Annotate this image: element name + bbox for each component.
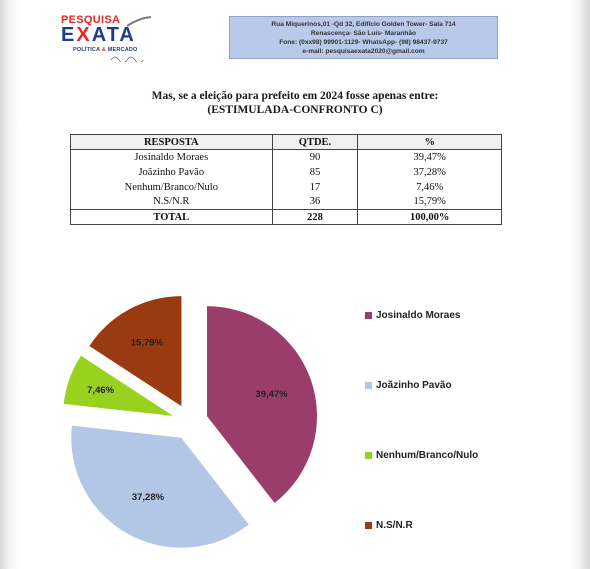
row-answer: N.S/N.R [70,194,273,210]
legend-label: N.S/N.R [376,520,413,531]
table-row: Josinaldo Moraes 90 39,47% [70,149,502,165]
pie-data-label-1: 37,28% [132,492,165,503]
row-count: 85 [271,164,359,180]
legend-item: Joãzinho Pavão [365,380,452,391]
row-percent: 39,47% [357,149,502,165]
row-percent: 7,46% [357,179,502,195]
logo-pesquisa-text: PESQUISA [61,14,121,26]
legend-label: Nenhum/Branco/Nulo [376,450,479,461]
logo-exata-x: X [76,24,92,46]
legend-item: Nenhum/Branco/Nulo [365,450,478,461]
row-count: 17 [271,179,359,195]
row-count: 36 [271,194,359,210]
pie-chart: 39,47% 37,28% 7,46% 15,79% [63,296,318,548]
question-title: Mas, se a eleição para prefeito em 2024 … [151,90,439,102]
pie-slice-2 [63,355,174,416]
table-row: Nenhum/Branco/Nulo 17 7,46% [70,179,502,195]
legend-item: N.S/N.R [365,520,413,531]
legend-swatch [365,312,372,319]
header-percent: % [357,134,502,150]
legend-swatch [365,452,372,459]
pesquisa-exata-logo: PESQUISA EXATA POLÍTICA & MERCADO [55,14,165,62]
legend-swatch [365,522,372,529]
contact-city: Renascença- São Luís- Maranhão [310,30,417,37]
total-percent: 100,00% [357,209,502,225]
row-percent: 37,28% [357,164,502,180]
pie-slice-0 [207,306,318,503]
pie-data-label-3: 15,79% [131,337,164,348]
table-total-row: TOTAL 228 100,00% [70,209,502,225]
logo-sub-left: POLÍTICA [73,47,101,53]
row-count: 90 [271,149,359,165]
logo-sub-right: MERCADO [107,47,138,53]
row-percent: 15,79% [357,194,502,210]
legend-item: Josinaldo Moraes [365,310,460,321]
contact-address: Rua Miquerinos,01 -Qd 32, Edifício Golde… [271,21,456,28]
total-label: TOTAL [70,209,273,225]
legend-label: Joãzinho Pavão [376,380,452,391]
logo-swoosh-icon [126,16,152,27]
table-row: N.S/N.R 36 15,79% [70,194,502,210]
logo-exata-text: EXATA [61,24,136,47]
table-row: Joãzinho Pavão 85 37,28% [70,164,502,180]
contact-info-box: Rua Miquerinos,01 -Qd 32, Edifício Golde… [229,16,498,59]
logo-exata-e: E [61,24,77,46]
results-table: RESPOSTA QTDE. % Josinaldo Moraes 90 39,… [70,134,502,225]
table-header-row: RESPOSTA QTDE. % [70,134,502,150]
row-answer: Nenhum/Branco/Nulo [70,179,273,195]
pie-data-label-2: 7,46% [87,385,114,396]
pie-slice-3 [89,296,182,407]
question-subtitle: (ESTIMULADA-CONFRONTO C) [207,104,383,116]
logo-sub-amp: & [101,47,106,53]
row-answer: Joãzinho Pavão [70,164,273,180]
contact-phone: Fone: (0xx98) 99901-1129- WhatsApp- (98)… [279,39,448,46]
pie-data-label-0: 39,47% [255,389,288,400]
row-answer: Josinaldo Moraes [70,149,273,165]
header-resposta: RESPOSTA [70,134,273,150]
header-qtde: QTDE. [271,134,359,150]
logo-exata-rest: ATA [91,24,136,46]
contact-email: e-mail: pesquisaexata2020@gmail.com [302,48,425,55]
pie-slice-1 [71,425,249,548]
legend-swatch [365,382,372,389]
logo-signature-icon [110,56,144,62]
total-count: 228 [271,209,359,225]
logo-subtitle: POLÍTICA & MERCADO [73,47,138,53]
legend-label: Josinaldo Moraes [376,310,461,321]
